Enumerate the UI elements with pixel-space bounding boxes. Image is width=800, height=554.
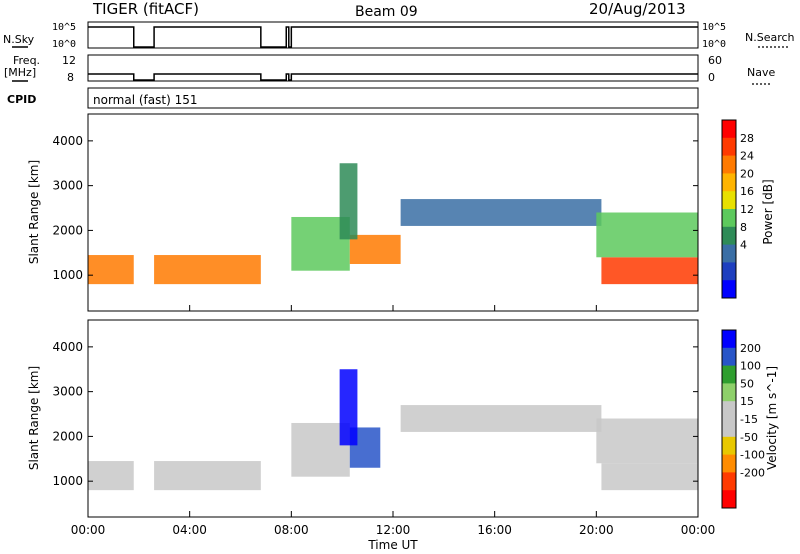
velocity-colorbar-tick: -50 <box>740 431 758 444</box>
nave-label: Nave <box>747 66 775 79</box>
velocity-colorbar-cell <box>722 472 736 491</box>
x-tick-label: 12:00 <box>376 523 411 537</box>
axes: 00:00 04:00 08:00 12:00 16:00 20:00 00:00 <box>71 305 716 537</box>
velocity-colorbar-cell <box>722 401 736 420</box>
noise-tick-right-low: 10^0 <box>702 39 726 50</box>
x-axis-label: Time UT <box>367 538 418 552</box>
velocity-heatmap: 4000 3000 2000 1000 <box>52 340 698 491</box>
velocity-colorbar-tick: 50 <box>740 377 754 390</box>
x-tick-label: 08:00 <box>274 523 309 537</box>
velocity-band-0 <box>88 461 134 491</box>
x-tick-label: 00:00 <box>71 523 106 537</box>
power-colorbar-tick: 24 <box>740 150 754 163</box>
noise-tick-left-low: 10^0 <box>52 39 76 50</box>
nave-tick-high: 60 <box>708 54 722 67</box>
power-colorbar-cell <box>722 226 736 246</box>
power-heatmap: 4000 3000 2000 1000 <box>52 134 698 285</box>
velocity-colorbar-tick: -15 <box>740 413 758 426</box>
velocity-colorbar-frame <box>721 329 737 509</box>
power-ylabel: Slant Range [km] <box>27 160 41 264</box>
velocity-colorbar-tick: -200 <box>740 466 765 479</box>
power-colorbar-label: Power [dB] <box>761 179 775 244</box>
velocity-band-4 <box>339 369 358 446</box>
power-ytick-label: 3000 <box>52 179 83 193</box>
nsearch-label: N.Search <box>745 31 795 44</box>
x-tick-label: 00:00 <box>681 523 716 537</box>
velocity-band-6 <box>601 463 698 491</box>
cpid-panel <box>87 87 699 109</box>
velocity-colorbar-cell <box>722 330 736 349</box>
power-colorbar-tick: 12 <box>740 203 754 216</box>
power-colorbar-cell <box>722 191 736 210</box>
freq-panel <box>87 54 699 82</box>
power-ytick-label: 2000 <box>52 223 83 237</box>
power-band-5 <box>400 199 602 226</box>
velocity-colorbar-cell <box>722 436 736 456</box>
power-band-3 <box>349 234 401 264</box>
velocity-ylabel: Slant Range [km] <box>27 366 41 470</box>
nsky-label: N.Sky <box>3 33 35 46</box>
velocity-colorbar-cell <box>722 419 736 438</box>
power-colorbar-tick: 28 <box>740 132 754 145</box>
velocity-colorbar: 200 100 50 15 -15 -50 -100 -200 <box>721 329 765 509</box>
velocity-colorbar-cell <box>722 365 736 384</box>
velocity-colorbar-label: Velocity [m s^-1] <box>765 366 779 470</box>
beam-title: Beam 09 <box>355 4 418 20</box>
velocity-colorbar-tick: 200 <box>740 342 761 355</box>
x-tick-label: 20:00 <box>579 523 614 537</box>
velocity-band-1 <box>154 461 261 491</box>
noise-panel <box>87 21 699 49</box>
cpid-value: normal (fast) 151 <box>93 93 197 107</box>
power-colorbar-cell <box>722 209 736 228</box>
velocity-colorbar-tick: 100 <box>740 360 761 373</box>
power-colorbar-cell <box>722 137 736 157</box>
power-colorbar-tick: 8 <box>740 221 747 234</box>
velocity-ytick-label: 2000 <box>52 429 83 443</box>
velocity-colorbar-cell <box>722 383 736 402</box>
velocity-colorbar-cell <box>722 490 736 509</box>
power-colorbar-cell <box>722 262 736 281</box>
power-band-0 <box>88 255 134 285</box>
velocity-ytick-label: 1000 <box>52 474 83 488</box>
power-colorbar-tick: 20 <box>740 167 754 180</box>
power-colorbar-cell <box>722 244 736 263</box>
power-colorbar-cell <box>722 120 736 139</box>
velocity-band-5 <box>400 405 602 432</box>
freq-label-2: [MHz] <box>4 66 36 79</box>
velocity-colorbar-tick: 15 <box>740 395 754 408</box>
radar-title: TIGER (fitACF) <box>92 0 199 18</box>
velocity-colorbar-cell <box>722 454 736 473</box>
power-band-4 <box>339 163 358 240</box>
power-ytick-label: 1000 <box>52 268 83 282</box>
power-colorbar-tick: 4 <box>740 239 747 252</box>
freq-label-1: Freq. <box>13 54 40 67</box>
freq-tick-high: 12 <box>62 54 76 67</box>
noise-tick-right-high: 10^5 <box>702 22 726 33</box>
power-colorbar-frame <box>721 119 737 299</box>
power-colorbar-tick: 16 <box>740 185 754 198</box>
freq-trace <box>88 73 698 81</box>
power-band-6 <box>601 257 698 285</box>
velocity-ytick-label: 4000 <box>52 340 83 354</box>
date-title: 20/Aug/2013 <box>589 0 686 18</box>
x-tick-label: 04:00 <box>172 523 207 537</box>
power-colorbar-cell <box>722 155 736 174</box>
cpid-label: CPID <box>7 93 36 106</box>
x-tick-label: 16:00 <box>477 523 512 537</box>
noise-trace <box>88 26 698 48</box>
freq-tick-low: 8 <box>67 71 74 84</box>
power-colorbar-cell <box>722 173 736 192</box>
power-colorbar: 28 24 20 16 12 8 4 <box>721 119 754 299</box>
power-band-7 <box>596 212 698 258</box>
power-band-1 <box>154 255 261 285</box>
velocity-colorbar-cell <box>722 347 736 367</box>
power-colorbar-cell <box>722 280 736 299</box>
velocity-ytick-label: 3000 <box>52 385 83 399</box>
noise-tick-left-high: 10^5 <box>52 22 76 33</box>
velocity-band-7 <box>596 418 698 464</box>
nave-tick-low: 0 <box>708 71 715 84</box>
power-ytick-label: 4000 <box>52 134 83 148</box>
velocity-colorbar-tick: -100 <box>740 449 765 462</box>
